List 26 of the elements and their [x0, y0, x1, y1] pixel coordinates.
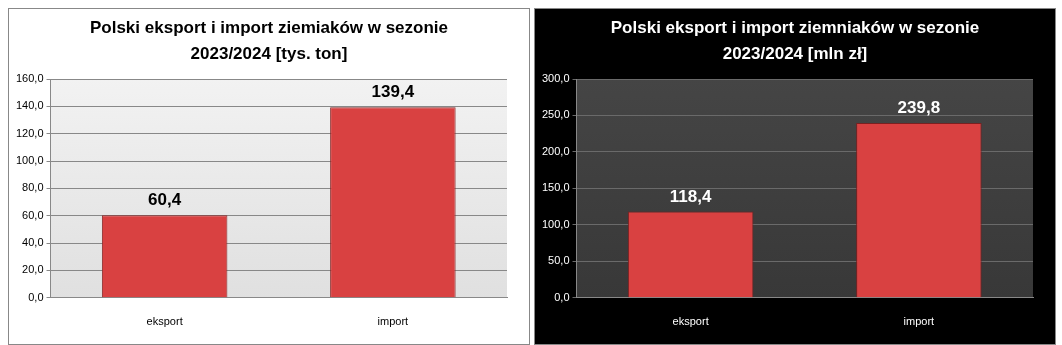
y-tick-label: 0,0: [554, 290, 570, 303]
chart-title: Polski eksport i import ziemniaków w sezonie 2023/2024 [mln zł]: [609, 17, 981, 65]
y-tick-label: 80,0: [22, 181, 44, 194]
data-label: 118,4: [669, 186, 712, 206]
x-tick-label: eksport: [672, 315, 709, 328]
data-label: 60,4: [148, 190, 182, 210]
x-tick-label: import: [903, 315, 935, 328]
x-tick-label: eksport: [146, 315, 183, 328]
y-tick-label: 120,0: [16, 126, 44, 139]
data-label: 239,8: [897, 98, 941, 118]
chart-title: Polski eksport i import ziemiaków w sezonie 2023/2024 [tys. ton]: [88, 17, 449, 65]
y-tick-label: 20,0: [22, 263, 44, 276]
data-label: 139,4: [371, 82, 415, 102]
y-tick-label: 160,0: [16, 72, 44, 85]
y-tick-label: 200,0: [542, 144, 570, 157]
y-tick-label: 50,0: [548, 254, 570, 267]
y-tick-label: 60,0: [22, 208, 44, 221]
y-tick-label: 150,0: [542, 181, 570, 194]
y-tick-label: 100,0: [542, 217, 570, 230]
y-tick-label: 300,0: [542, 72, 570, 85]
y-tick-label: 140,0: [16, 99, 44, 112]
y-tick-label: 40,0: [22, 236, 44, 249]
y-tick-label: 250,0: [542, 108, 570, 121]
y-tick-label: 0,0: [28, 290, 44, 303]
x-tick-label: import: [377, 315, 409, 328]
y-tick-label: 100,0: [16, 154, 44, 167]
